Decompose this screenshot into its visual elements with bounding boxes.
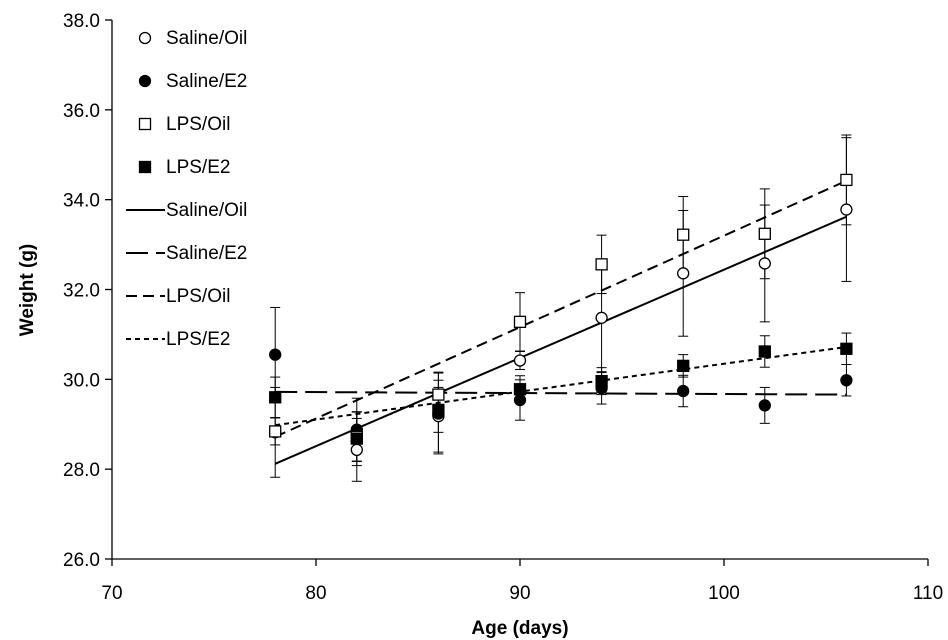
legend-label: LPS/Oil bbox=[166, 114, 230, 135]
trendline-lps-oil-dash bbox=[274, 179, 847, 438]
legend-marker-lps-e2 bbox=[138, 160, 152, 174]
x-tick-label: 70 bbox=[101, 583, 122, 604]
point-saline-e2 bbox=[840, 374, 853, 387]
y-tick-label: 34.0 bbox=[63, 191, 100, 212]
x-tick-label: 80 bbox=[305, 583, 326, 604]
legend-marker-lps-oil bbox=[138, 117, 152, 131]
point-saline-oil bbox=[840, 203, 853, 216]
point-saline-e2 bbox=[513, 393, 527, 407]
point-saline-e2 bbox=[758, 399, 771, 412]
legend-item-trend-saline-e2: Saline/E2 bbox=[126, 243, 247, 264]
y-tick-label: 28.0 bbox=[63, 460, 100, 481]
x-tick-label: 90 bbox=[509, 583, 530, 604]
x-tick-label: 110 bbox=[913, 583, 943, 604]
trendline-saline-oil-solid bbox=[274, 215, 847, 465]
point-saline-oil bbox=[350, 443, 363, 457]
legend-item-lps-e2: LPS/E2 bbox=[138, 157, 230, 178]
point-lps-e2 bbox=[513, 383, 527, 396]
legend-item-saline-e2: Saline/E2 bbox=[138, 71, 247, 92]
point-lps-oil bbox=[758, 227, 771, 240]
legend-item-trend-saline-oil: Saline/Oil bbox=[126, 200, 247, 221]
x-axis-title: Age (days) bbox=[471, 618, 568, 639]
point-lps-oil bbox=[432, 388, 445, 401]
trendline-lps-e2-short-dash bbox=[275, 346, 847, 427]
y-tick-label: 36.0 bbox=[63, 101, 100, 122]
y-tick-label: 30.0 bbox=[63, 370, 100, 391]
point-lps-oil bbox=[840, 173, 853, 187]
legend: Saline/Oil Saline/E2 LPS/Oil LPS/E2 Saline/O… bbox=[126, 28, 247, 350]
point-lps-oil bbox=[595, 258, 608, 271]
legend-label: LPS/Oil bbox=[166, 286, 230, 307]
x-tick-label: 100 bbox=[708, 583, 740, 604]
legend-item-trend-lps-e2: LPS/E2 bbox=[126, 329, 230, 350]
axes bbox=[111, 20, 928, 560]
trendline-saline-e2-long-dash bbox=[275, 390, 847, 396]
y-tick-label: 38.0 bbox=[63, 11, 100, 32]
legend-marker-saline-oil bbox=[138, 31, 152, 45]
point-saline-oil bbox=[677, 267, 690, 280]
point-lps-e2 bbox=[677, 359, 690, 373]
legend-marker-saline-e2 bbox=[138, 74, 152, 88]
point-saline-e2 bbox=[677, 384, 690, 398]
legend-label: Saline/E2 bbox=[166, 71, 247, 92]
point-lps-e2 bbox=[840, 342, 853, 355]
point-saline-oil bbox=[513, 354, 527, 367]
legend-label: LPS/E2 bbox=[166, 157, 230, 178]
point-saline-oil bbox=[595, 311, 608, 324]
data-points bbox=[269, 173, 853, 457]
point-lps-e2 bbox=[758, 345, 771, 358]
legend-item-saline-oil: Saline/Oil bbox=[138, 28, 247, 49]
point-lps-oil bbox=[677, 228, 690, 241]
legend-item-lps-oil: LPS/Oil bbox=[138, 114, 230, 135]
point-lps-e2 bbox=[350, 432, 363, 445]
point-lps-e2 bbox=[432, 403, 445, 417]
point-lps-e2 bbox=[269, 391, 282, 404]
legend-label: LPS/E2 bbox=[166, 329, 230, 350]
point-saline-e2 bbox=[269, 348, 282, 361]
point-lps-oil bbox=[513, 315, 527, 328]
legend-label: Saline/E2 bbox=[166, 243, 247, 264]
legend-label: Saline/Oil bbox=[166, 200, 247, 221]
ticks: 26.0 28.0 30.0 32.0 34.0 36.0 38.0 70 80 90 100 110 bbox=[63, 11, 943, 604]
trendlines bbox=[274, 179, 847, 465]
y-axis-title: Weight (g) bbox=[17, 244, 38, 337]
point-lps-e2 bbox=[595, 374, 608, 388]
point-saline-oil bbox=[758, 257, 771, 270]
y-tick-label: 32.0 bbox=[63, 281, 100, 302]
legend-label: Saline/Oil bbox=[166, 28, 247, 49]
point-lps-oil bbox=[269, 425, 282, 438]
legend-item-trend-lps-oil: LPS/Oil bbox=[126, 286, 230, 307]
y-tick-label: 26.0 bbox=[63, 550, 100, 571]
